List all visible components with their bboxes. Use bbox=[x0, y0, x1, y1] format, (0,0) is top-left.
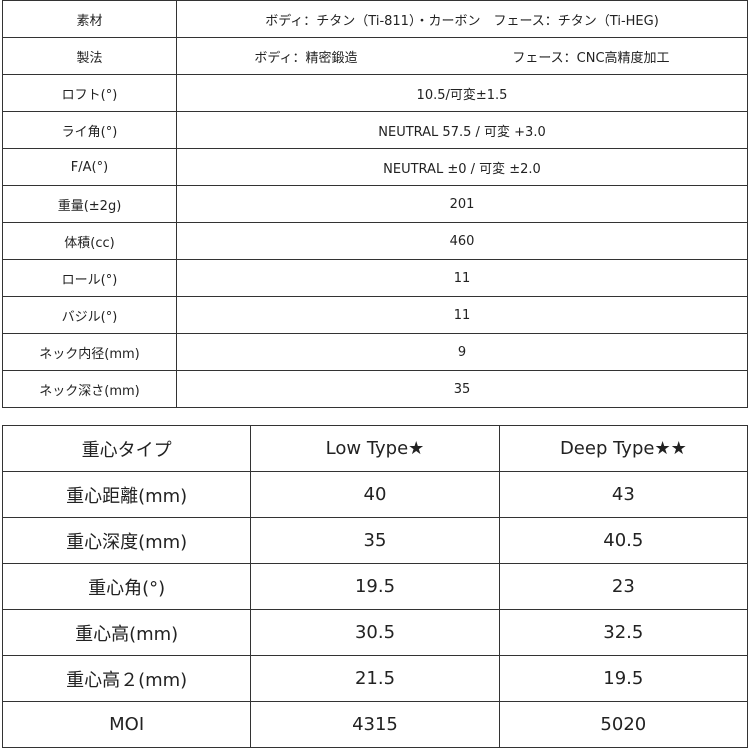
row-value: 23 bbox=[498, 563, 749, 610]
row-label: F/A(°) bbox=[2, 148, 177, 186]
row-value: 21.5 bbox=[250, 655, 500, 702]
row-label: バジル(°) bbox=[2, 296, 177, 334]
row-value: 30.5 bbox=[250, 609, 500, 656]
row-label: 重心高２(mm) bbox=[1, 655, 252, 702]
row-value: 40 bbox=[250, 471, 500, 518]
row-value: 201 bbox=[176, 185, 748, 223]
row-value: 19.5 bbox=[498, 655, 749, 702]
row-value: 11 bbox=[176, 296, 748, 334]
table-row: ロフト(°) 10.5/可変±1.5 bbox=[2, 74, 748, 112]
row-label: 重心深度(mm) bbox=[1, 517, 252, 564]
row-label: 重量(±2g) bbox=[2, 185, 177, 223]
row-value: 11 bbox=[176, 259, 748, 297]
table-row: MOI 4315 5020 bbox=[1, 701, 749, 748]
row-label: 重心高(mm) bbox=[1, 609, 252, 656]
row-value: 5020 bbox=[498, 701, 749, 748]
table-row: ライ角(°) NEUTRAL 57.5 / 可変 +3.0 bbox=[2, 111, 748, 149]
row-label: 製法 bbox=[2, 37, 177, 75]
column-header: Deep Type★★ bbox=[498, 425, 749, 472]
row-value: ボディ：精密鍛造 フェース：CNC高精度加工 bbox=[176, 37, 748, 75]
row-label: ネック深さ(mm) bbox=[2, 370, 177, 408]
table-row: 素材 ボディ：チタン（Ti-811）・カーボン フェース：チタン（Ti-HEG) bbox=[2, 0, 748, 38]
table-row: ネック内径(mm) 9 bbox=[2, 333, 748, 371]
table-row: 重心距離(mm) 40 43 bbox=[1, 471, 749, 518]
table-row: 重心高(mm) 30.5 32.5 bbox=[1, 609, 749, 656]
table-row: ロール(°) 11 bbox=[2, 259, 748, 297]
row-value: 19.5 bbox=[250, 563, 500, 610]
row-value: NEUTRAL ±0 / 可変 ±2.0 bbox=[176, 148, 748, 186]
row-value: 35 bbox=[176, 370, 748, 408]
row-label: 素材 bbox=[2, 0, 177, 38]
row-value: 10.5/可変±1.5 bbox=[176, 74, 748, 112]
row-value: NEUTRAL 57.5 / 可変 +3.0 bbox=[176, 111, 748, 149]
table-row: 重心深度(mm) 35 40.5 bbox=[1, 517, 749, 564]
column-header: 重心タイプ bbox=[1, 425, 252, 472]
row-value: 40.5 bbox=[498, 517, 749, 564]
table-row: 重量(±2g) 201 bbox=[2, 185, 748, 223]
header-row: 重心タイプ Low Type★ Deep Type★★ bbox=[1, 425, 749, 472]
row-label: 体積(cc) bbox=[2, 222, 177, 260]
spec-table: 素材 ボディ：チタン（Ti-811）・カーボン フェース：チタン（Ti-HEG) 製… bbox=[2, 0, 748, 408]
table-row: 重心高２(mm) 21.5 19.5 bbox=[1, 655, 749, 702]
value-left: ボディ：精密鍛造 bbox=[254, 50, 358, 66]
table-row: 体積(cc) 460 bbox=[2, 222, 748, 260]
row-value: 32.5 bbox=[498, 609, 749, 656]
row-label: MOI bbox=[1, 701, 252, 748]
row-value: 43 bbox=[498, 471, 749, 518]
table-row: F/A(°) NEUTRAL ±0 / 可変 ±2.0 bbox=[2, 148, 748, 186]
row-label: 重心距離(mm) bbox=[1, 471, 252, 518]
center-of-gravity-table: 重心タイプ Low Type★ Deep Type★★ 重心距離(mm) 40 43 重心深… bbox=[1, 425, 749, 748]
row-value: 9 bbox=[176, 333, 748, 371]
value-right: フェース：CNC高精度加工 bbox=[512, 50, 670, 66]
row-label: ロフト(°) bbox=[2, 74, 177, 112]
row-label: ネック内径(mm) bbox=[2, 333, 177, 371]
row-label: ロール(°) bbox=[2, 259, 177, 297]
row-value: ボディ：チタン（Ti-811）・カーボン フェース：チタン（Ti-HEG) bbox=[176, 0, 748, 38]
row-value: 460 bbox=[176, 222, 748, 260]
row-value: 35 bbox=[250, 517, 500, 564]
table-row: 製法 ボディ：精密鍛造 フェース：CNC高精度加工 bbox=[2, 37, 748, 75]
row-label: ライ角(°) bbox=[2, 111, 177, 149]
table-row: 重心角(°) 19.5 23 bbox=[1, 563, 749, 610]
table-row: ネック深さ(mm) 35 bbox=[2, 370, 748, 408]
row-value: 4315 bbox=[250, 701, 500, 748]
table-row: バジル(°) 11 bbox=[2, 296, 748, 334]
column-header: Low Type★ bbox=[250, 425, 500, 472]
row-label: 重心角(°) bbox=[1, 563, 252, 610]
